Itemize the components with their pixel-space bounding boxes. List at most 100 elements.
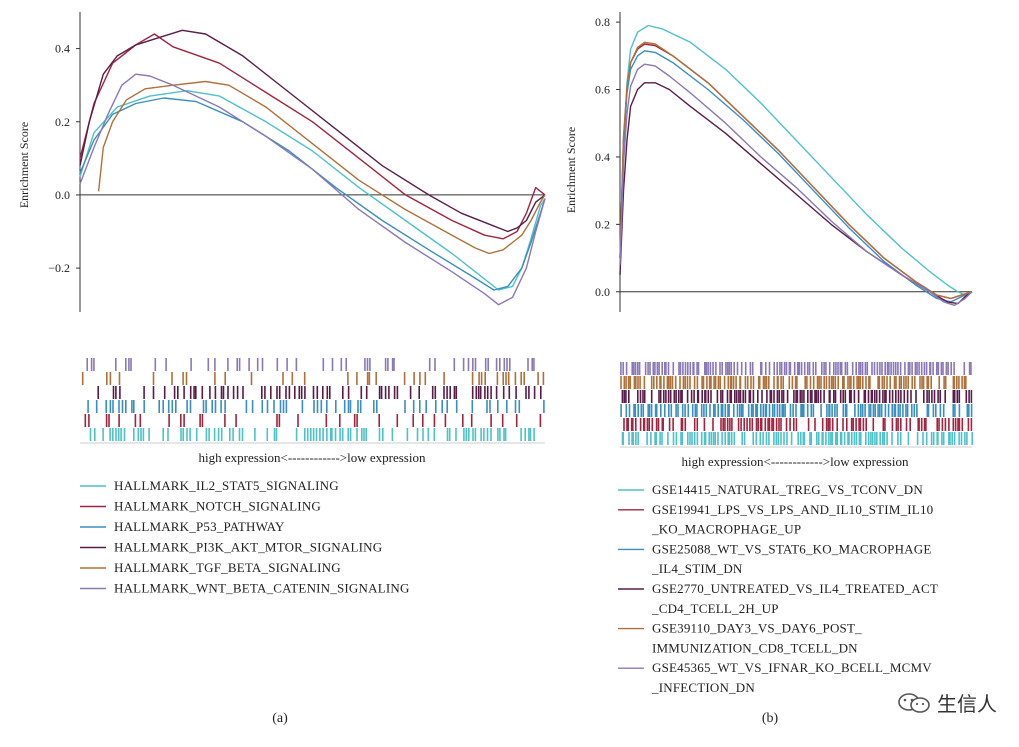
hit-mark [863, 390, 866, 403]
hit-mark [286, 358, 288, 371]
hit-mark [772, 418, 775, 431]
hit-mark [749, 390, 752, 403]
hit-mark [968, 390, 970, 403]
hit-mark [820, 404, 822, 417]
hit-mark [480, 372, 483, 385]
hit-mark [776, 390, 779, 403]
hit-mark [285, 386, 287, 399]
hit-mark [652, 362, 655, 375]
hit-mark [742, 390, 744, 403]
panel-caption: (a) [272, 711, 288, 726]
hit-mark [81, 372, 84, 385]
hit-mark [762, 376, 765, 389]
hit-mark [672, 362, 675, 375]
hit-mark [900, 376, 902, 389]
hit-mark [693, 362, 695, 375]
hit-mark [680, 432, 682, 445]
hit-mark [471, 400, 474, 413]
hit-mark [642, 390, 644, 403]
hit-mark [777, 376, 779, 389]
hit-mark [870, 390, 873, 403]
hit-mark [965, 390, 968, 403]
hit-mark [403, 372, 406, 385]
hit-mark [622, 432, 624, 445]
hit-mark [632, 432, 634, 445]
hit-mark [940, 362, 943, 375]
hit-mark [175, 400, 177, 413]
hit-mark [897, 418, 899, 431]
hit-mark [499, 428, 501, 441]
legend-label: GSE25088_WT_VS_STAT6_KO_MACROPHAGE [652, 541, 932, 556]
hit-mark [852, 376, 855, 389]
hit-mark [835, 432, 837, 445]
hit-mark [678, 362, 680, 375]
hit-mark [893, 404, 896, 417]
hit-mark [245, 400, 248, 413]
hit-mark [635, 432, 637, 445]
hit-mark [895, 418, 898, 431]
hit-mark [214, 400, 217, 413]
hit-mark [148, 428, 150, 441]
hit-mark [214, 372, 216, 385]
hit-mark [137, 428, 140, 441]
hit-mark [956, 390, 959, 403]
hit-mark [241, 428, 244, 441]
hit-mark [828, 404, 831, 417]
hit-mark [472, 358, 474, 371]
hit-mark [806, 362, 809, 375]
hit-mark [128, 358, 130, 371]
hit-mark [539, 414, 542, 427]
hit-mark [937, 362, 940, 375]
hit-mark [664, 404, 666, 417]
hit-mark [227, 358, 229, 371]
hit-mark [796, 376, 798, 389]
hit-mark [821, 362, 823, 375]
hit-mark [729, 376, 732, 389]
hit-mark [634, 404, 637, 417]
hit-mark [810, 404, 813, 417]
hit-mark [710, 376, 712, 389]
hit-mark [779, 362, 781, 375]
hit-mark [201, 414, 204, 427]
hit-mark [785, 362, 788, 375]
hit-mark [347, 386, 350, 399]
hit-mark [643, 418, 646, 431]
hit-mark [726, 418, 729, 431]
hit-mark [762, 404, 765, 417]
hit-mark [771, 404, 774, 417]
hit-mark [474, 428, 477, 441]
hit-mark [515, 414, 518, 427]
hit-mark [727, 404, 729, 417]
hit-mark [880, 404, 883, 417]
hit-mark [646, 418, 649, 431]
hit-mark [220, 400, 222, 413]
hit-mark [882, 418, 885, 431]
hit-mark [213, 428, 216, 441]
hit-mark [696, 432, 699, 445]
hit-mark [884, 418, 886, 431]
hit-mark [651, 418, 654, 431]
hit-mark [728, 362, 731, 375]
hit-mark [384, 386, 387, 399]
hit-mark [295, 358, 298, 371]
hit-mark [306, 428, 309, 441]
hit-mark [953, 432, 956, 445]
hit-mark [724, 418, 726, 431]
hit-mark [903, 376, 905, 389]
hit-mark [855, 432, 858, 445]
hit-mark [232, 386, 235, 399]
hit-mark [870, 432, 872, 445]
hit-mark [700, 432, 703, 445]
hit-mark [630, 418, 633, 431]
hit-mark [938, 418, 940, 431]
hit-mark [375, 372, 377, 385]
hit-mark [251, 400, 254, 413]
hit-mark [793, 362, 796, 375]
hit-mark [479, 386, 482, 399]
hit-mark [543, 400, 545, 413]
hit-mark [183, 414, 185, 427]
hit-mark [891, 418, 894, 431]
hit-mark [444, 414, 447, 427]
hit-mark [97, 386, 99, 399]
hit-mark [660, 376, 662, 389]
